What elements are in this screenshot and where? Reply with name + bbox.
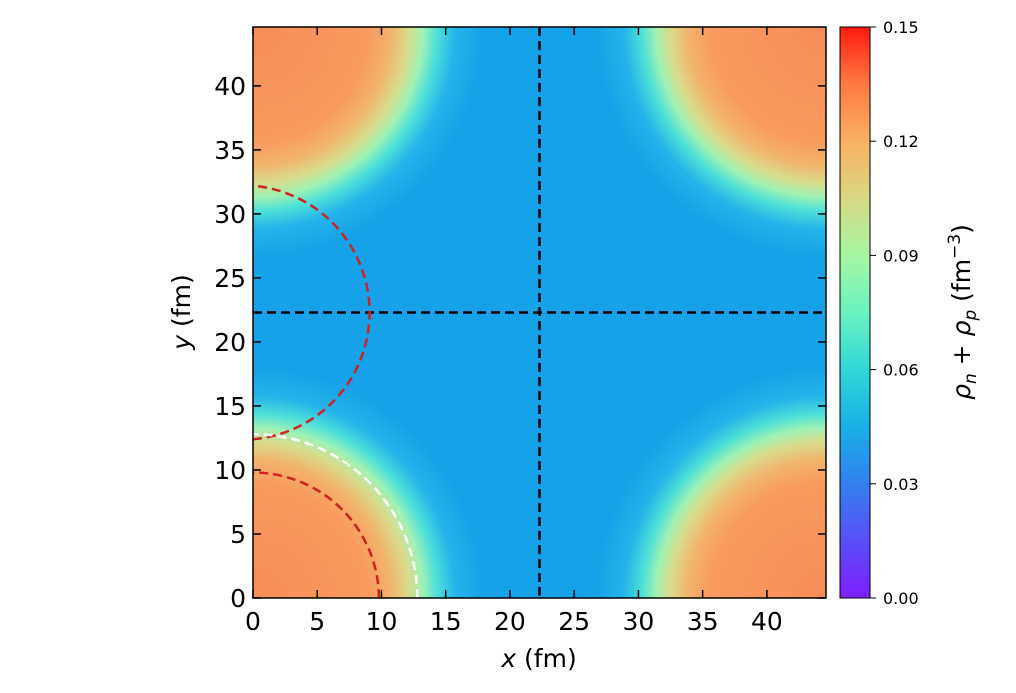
- colorbar-tick-label: 0.09: [883, 246, 919, 265]
- colorbar-tick-label: 0.00: [883, 589, 919, 608]
- y-tick-label: 10: [214, 456, 246, 485]
- x-tick-label: 10: [366, 607, 398, 636]
- y-tick-label: 15: [214, 392, 246, 421]
- colorbar-tick-label: 0.15: [883, 18, 919, 37]
- x-tick-label: 0: [245, 607, 261, 636]
- colorbar-label: ρn + ρp (fm−3): [945, 224, 981, 400]
- density-blob: [539, 27, 826, 313]
- x-tick-label: 40: [751, 607, 783, 636]
- density-blob: [253, 27, 540, 313]
- colorbar-gradient: [839, 26, 871, 599]
- colorbar-tick-label: 0.12: [883, 132, 919, 151]
- colorbar: 0.00 0.03 0.06 0.09 0.12 0.15 ρn + ρp (fm−3): [839, 18, 981, 608]
- dashed-circle: [253, 184, 371, 441]
- y-tick-label: 0: [230, 584, 246, 613]
- y-tick-label: 5: [230, 520, 246, 549]
- colorbar-tick-label: 0.03: [883, 475, 919, 494]
- y-tick-label: 40: [214, 72, 246, 101]
- x-tick-label: 20: [494, 607, 526, 636]
- dashed-circle: [253, 432, 419, 598]
- y-axis-label: y (fm): [167, 274, 196, 350]
- density-blob: [253, 312, 540, 598]
- x-tick-label: 30: [623, 607, 655, 636]
- plot-frame: [252, 26, 827, 599]
- x-axis-label: x (fm): [500, 644, 576, 673]
- x-tick-label: 5: [309, 607, 325, 636]
- y-tick-label: 25: [214, 264, 246, 293]
- x-tick-label: 15: [430, 607, 462, 636]
- y-tick-label: 20: [214, 328, 246, 357]
- y-tick-label: 30: [214, 200, 246, 229]
- plot-area: [253, 27, 826, 598]
- y-tick-label: 35: [214, 136, 246, 165]
- colorbar-tick-label: 0.06: [883, 361, 919, 380]
- dashed-circle: [253, 471, 381, 598]
- density-blob: [539, 312, 826, 598]
- x-tick-label: 25: [558, 607, 590, 636]
- x-tick-label: 35: [687, 607, 719, 636]
